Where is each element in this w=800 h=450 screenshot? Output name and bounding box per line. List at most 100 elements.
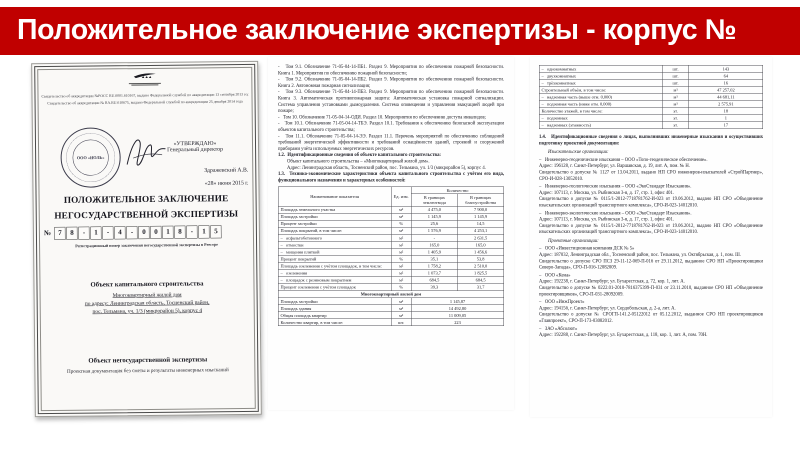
indicator-name: Процент покрытий xyxy=(278,255,392,263)
company-logo-icon xyxy=(32,71,257,87)
registration-digit-cell: 1 xyxy=(162,225,174,239)
signature-icon xyxy=(123,133,168,176)
table-row: – площадок с резиновым покрытием м² 684,… xyxy=(278,276,505,284)
indicator-unit: % xyxy=(390,255,412,263)
title-banner: Положительное заключение экспертизы - ко… xyxy=(0,7,800,55)
registration-digit-cell: 1 xyxy=(90,226,102,240)
indicator-unit: шт. xyxy=(661,72,690,80)
value-landscaping: 53,8 xyxy=(457,255,505,263)
list-item: - Том 11.1. Обозначение 71-05-04-14-ЭЭ. … xyxy=(278,133,504,152)
indicator-unit: м³ xyxy=(661,100,690,108)
indicator-name: – подземная часть (ниже отм. 0,000) xyxy=(539,100,663,108)
value-landscaping: 14,5 xyxy=(457,219,505,228)
value-land: 4 475,0 xyxy=(411,205,458,214)
section-1-2-address: Адрес: Ленинградская область, Тосненский… xyxy=(287,165,486,171)
indicator-name: – мощения плиткой xyxy=(278,248,392,256)
text-paragraph: – ЗАО «Абсолют» xyxy=(539,326,578,332)
registration-digit-cell: 8 xyxy=(174,225,186,239)
indicator-name: Количество этажей, в том числе: xyxy=(539,107,663,115)
value-landscaping: 1 825,5 xyxy=(457,269,505,277)
text-paragraph: Свидетельство о допуске № 0222.01-2010-7… xyxy=(539,285,763,297)
indicator-name: – площадок с резиновым покрытием xyxy=(278,276,392,284)
indicator-name: Площадь застройки xyxy=(278,297,392,306)
indicator-unit: м² xyxy=(390,234,412,242)
table-header-row: Наименование показателя Ед. изм. Количес… xyxy=(278,186,504,207)
text-paragraph: Свидетельство о допуске № 0115/1-2012-77… xyxy=(539,223,763,235)
value-land: 1 073,7 xyxy=(411,269,458,277)
table-row: Строительный объём, в том числе: м³ 47 2… xyxy=(539,86,763,94)
registration-digit-cell: - xyxy=(78,226,90,240)
list-item: - Том 10.1. Обозначение 71-05-04-14-ТБЭ.… xyxy=(278,121,504,133)
table-row: Процент озеленения с учётом площадок % 3… xyxy=(278,283,505,291)
building-parameters-table: – однокомнатных шт. 143 – двухкомнатных … xyxy=(539,64,763,129)
expertise-object-heading: Объект негосударственной экспертизы xyxy=(88,355,208,365)
text-paragraph: Адрес: 187032, Ленинградская обл., Тосне… xyxy=(539,252,741,258)
indicator-name: – трёхкомнатных xyxy=(539,79,663,87)
text-paragraph: Свидетельство о допуске СРО ПСЗ 29-11-12… xyxy=(539,258,763,271)
text-paragraph: Адрес: 107113, г. Москва, ул. Рыбинская … xyxy=(539,190,675,196)
indicator-name: – асфальтобетонного xyxy=(278,234,392,242)
table-row: – надземная часть (выше отм. 0,000) м³ 4… xyxy=(539,93,763,101)
accreditation-line-1: Свидетельство об аккредитации №РОСС RU.0… xyxy=(41,91,249,99)
table-row: – двухкомнатных шт. 64 xyxy=(539,72,763,80)
value-land: 1 405,9 xyxy=(411,248,458,256)
indicator-name: – подземных xyxy=(539,114,663,122)
expertise-object-text: Проектная документация без сметы и резул… xyxy=(66,367,229,375)
page-title: Положительное заключение экспертизы - ко… xyxy=(17,13,737,46)
registration-digit-cell: - xyxy=(186,225,198,239)
text-paragraph: – Инженерно-экологические изыскания – ОО… xyxy=(539,210,692,216)
table-row: – трёхкомнатных шт. 16 xyxy=(539,79,763,87)
document-cover-page: Свидетельство об аккредитации №РОСС RU.0… xyxy=(31,60,262,418)
table-row: – озеленения м² 1 073,7 1 825,5 xyxy=(278,269,505,277)
value-landscaping: 31,7 xyxy=(457,283,505,291)
registration-digit-cell: - xyxy=(102,226,114,240)
table-row: Площадь озеленения с учётом площадок, в … xyxy=(278,262,505,270)
indicator-name: – отмостки xyxy=(278,241,392,249)
indicator-name: – озеленения xyxy=(278,269,392,277)
indicator-unit: м² xyxy=(390,248,412,256)
indicator-value: 44 681,11 xyxy=(688,93,763,101)
text-paragraph: Адрес: 194156, г. Санкт-Петербург, ул. С… xyxy=(539,305,676,311)
indicator-value: 1 145,87 xyxy=(411,297,504,306)
registration-digit-cell: 4 xyxy=(114,226,126,240)
indicator-unit: шт. xyxy=(661,64,690,73)
text-paragraph: – Инженерно-геологические изыскания – ОО… xyxy=(539,184,692,190)
indicator-name: – двухкомнатных xyxy=(539,72,663,80)
table-row: Площадь земельного участка м² 4 475,0 7 … xyxy=(278,205,505,214)
indicator-unit: м² xyxy=(390,241,412,249)
value-landscaping: 4 253,1 xyxy=(457,226,505,235)
indicator-unit: м² xyxy=(390,212,412,221)
registration-digit-cell: 0 xyxy=(150,225,162,239)
list-item: - Том 10. Обозначение 71-05-04-14-ОДИ. Р… xyxy=(278,114,486,120)
indicator-name: Количество квартир, в том числе: xyxy=(278,318,392,327)
indicator-unit: эт. xyxy=(661,121,690,129)
text-paragraph: 1.4. Идентификационные сведения о лицах,… xyxy=(539,134,763,146)
indicator-name: – надземная часть (выше отм. 0,000) xyxy=(539,93,663,101)
registration-digit-cell: 1 xyxy=(198,225,210,239)
text-paragraph: Адрес: 192288, г. Санкт-Петербург, ул. Б… xyxy=(539,332,708,338)
document-title: ПОЛОЖИТЕЛЬНОЕ ЗАКЛЮЧЕНИЕ НЕГОСУДАРСТВЕНН… xyxy=(34,191,259,224)
indicator-unit: % xyxy=(390,283,412,291)
text-paragraph: Адрес: 196128, г. Санкт-Петербург, ул. В… xyxy=(539,163,690,169)
indicator-value: 17 xyxy=(688,121,763,129)
col-unit: Ед. изм. xyxy=(390,186,412,207)
list-item: - Том 9.2. Обозначение 71-05-04-14-ПБ2. … xyxy=(278,77,504,89)
indicator-name: Процент застройки xyxy=(278,219,392,228)
section-1-2-heading: 1.2. Идентификационные сведения об объек… xyxy=(278,152,441,158)
registration-caption: Регистрационный номер заключения негосуд… xyxy=(75,242,218,249)
text-paragraph: – ООО «Инвестиционная компания ДСК № 5» xyxy=(539,246,635,252)
text-paragraph: – ООО «ИнжПроект» xyxy=(539,299,585,305)
construction-object-address: Многоквартирный жилой дом по адресу: Лен… xyxy=(35,290,260,317)
col-land-allotment: В границах землеотвода xyxy=(411,193,458,207)
table-row: – подземная часть (ниже отм. 0,000) м³ 2… xyxy=(539,100,763,108)
table-row: Процент застройки % 25,6 14,5 xyxy=(278,219,505,228)
table-row: Площадь застройки м² 1 145,87 xyxy=(278,297,504,306)
table-row: – асфальтобетонного м² - 2 631,5 xyxy=(278,234,505,242)
indicator-unit: м² xyxy=(390,269,412,277)
section-1-2-paragraph: Объект капитального строительства – «Мно… xyxy=(287,158,430,164)
table-row: Процент покрытий % 35,1 53,8 xyxy=(278,255,505,263)
indicator-unit: м² xyxy=(390,226,412,235)
technical-indicators-table: Наименование показателя Ед. изм. Количес… xyxy=(278,186,505,327)
